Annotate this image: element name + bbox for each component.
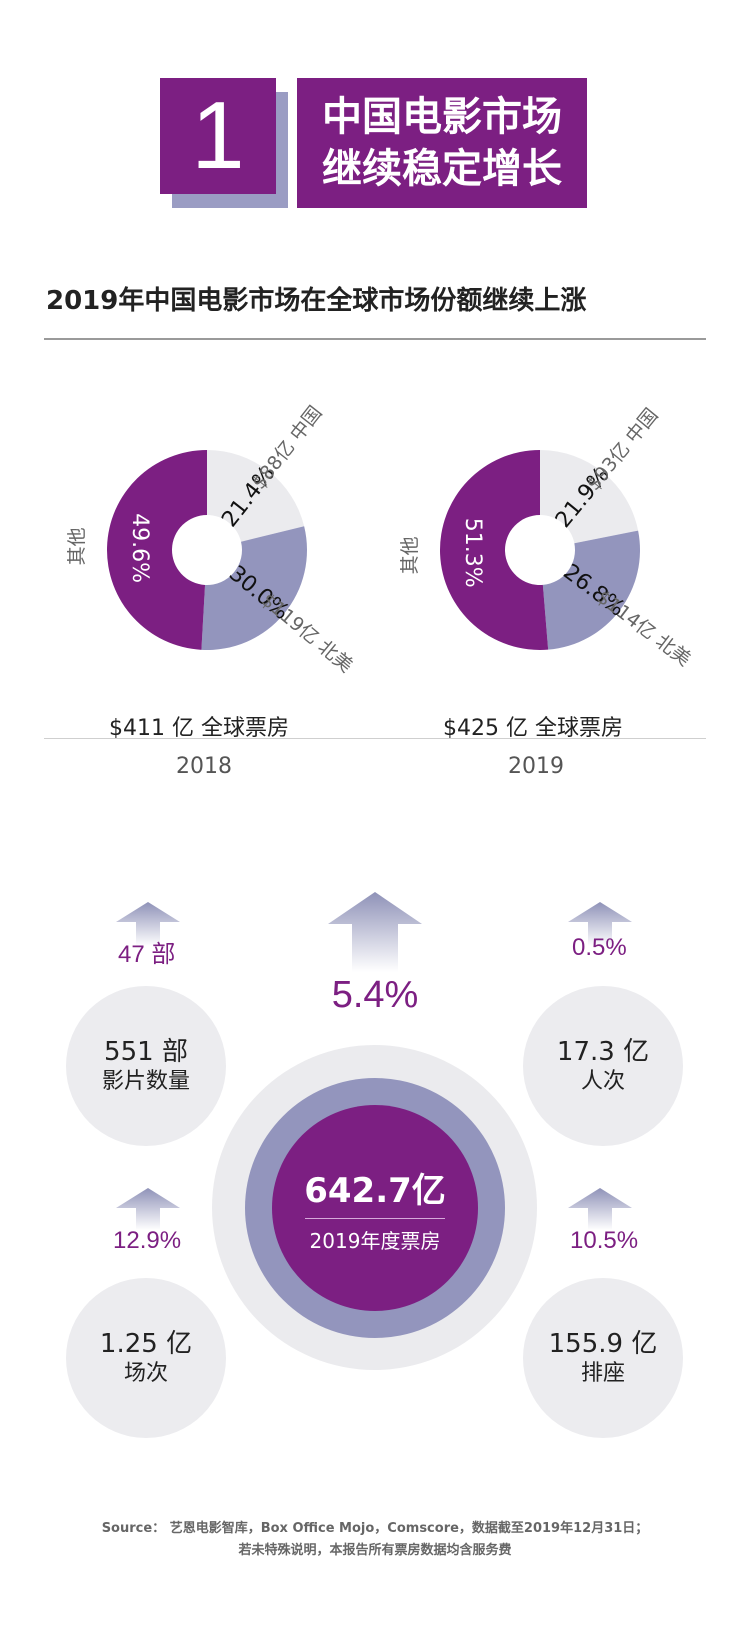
annual-box-office-value: 642.7亿: [304, 1170, 446, 1211]
arrow-up-icon-films: [116, 902, 180, 946]
donut-region-label-2019-2: 其他: [399, 536, 421, 574]
donut-slice-2018-0: [207, 450, 305, 542]
arrow-up-icon-seats: [568, 1188, 632, 1230]
admissions-value: 17.3 亿: [556, 1037, 650, 1067]
heading-divider: [44, 338, 706, 340]
seats-bubble: 155.9 亿 排座: [523, 1278, 683, 1438]
arrow-up-icon-admissions: [568, 902, 632, 946]
screenings-bubble: 1.25 亿 场次: [66, 1278, 226, 1438]
chart-subheading: 2019年中国电影市场在全球市场份额继续上涨: [46, 286, 587, 316]
section-title: 中国电影市场 继续稳定增长: [297, 78, 587, 208]
section-title-line2: 继续稳定增长: [322, 146, 562, 192]
donut-slice-2018-2: [107, 450, 207, 650]
donut-slice-2018-1: [201, 526, 307, 650]
seats-value: 155.9 亿: [548, 1329, 658, 1359]
section-title-line1: 中国电影市场: [322, 94, 562, 140]
admissions-bubble: 17.3 亿 人次: [523, 986, 683, 1146]
source-line2: 若未特殊说明，本报告所有票房数据均含服务费: [238, 1543, 512, 1558]
year-label-2018: 2018: [176, 754, 232, 779]
seats-growth: 10.5%: [570, 1227, 639, 1254]
screenings-label: 场次: [123, 1361, 168, 1386]
donut-slice-2019-2: [440, 450, 549, 650]
donut-region-label-2018-0: $88亿 中国: [248, 402, 327, 494]
growth-arrows: [116, 892, 632, 1230]
source-line1: Source： 艺恩电影智库，Box Office Mojo，Comscore，…: [101, 1521, 649, 1536]
total-box-office-2019: $425 亿 全球票房: [443, 716, 623, 741]
annual-box-office: 642.7亿 2019年度票房: [272, 1105, 478, 1311]
films-value: 551 部: [104, 1037, 188, 1067]
screenings-growth: 12.9%: [113, 1227, 182, 1254]
donut-slice-2019-0: [540, 450, 639, 544]
donut-pct-label-2019-2: 51.3%: [460, 518, 485, 588]
films-label: 影片数量: [101, 1069, 190, 1094]
donut-region-label-2018-2: 其他: [66, 527, 88, 565]
donut-region-label-2019-0: $93亿 中国: [583, 404, 663, 495]
arrow-up-icon-total: [328, 892, 422, 972]
total-box-office-2018: $411 亿 全球票房: [109, 716, 289, 741]
donut-region-label-2018-1: $119亿 北美: [257, 589, 357, 677]
admissions-label: 人次: [580, 1069, 625, 1094]
box-office-growth: 5.4%: [331, 974, 419, 1016]
arrow-up-icon-screenings: [116, 1188, 180, 1230]
donut-pct-label-2018-2: 49.6%: [127, 513, 152, 583]
year-label-2019: 2019: [508, 754, 564, 779]
donut-divider: [44, 738, 706, 739]
screenings-value: 1.25 亿: [99, 1329, 193, 1359]
films-growth: 47 部: [118, 941, 176, 968]
donut-region-label-2019-1: $114亿 北美: [593, 586, 695, 671]
source-note: Source： 艺恩电影智库，Box Office Mojo，Comscore，…: [0, 1518, 750, 1562]
seats-label: 排座: [580, 1361, 625, 1386]
admissions-growth: 0.5%: [572, 934, 627, 961]
center-divider: [305, 1217, 445, 1219]
section-number: 1: [160, 78, 276, 194]
annual-box-office-label: 2019年度票房: [309, 1228, 441, 1253]
donut-slice-2019-1: [542, 530, 640, 650]
films-bubble: 551 部 影片数量: [66, 986, 226, 1146]
